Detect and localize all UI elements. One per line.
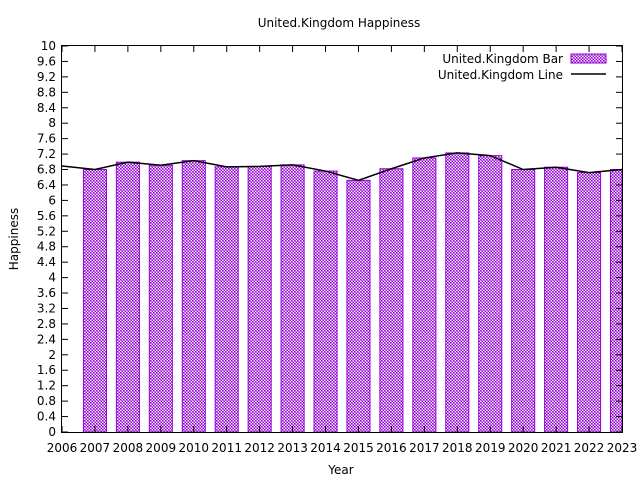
y-tick-label: 5.2 xyxy=(37,224,56,238)
bar-2016 xyxy=(379,168,404,433)
y-tick-label: 3.2 xyxy=(37,301,56,315)
x-axis-label: Year xyxy=(327,463,353,477)
x-tick-label: 2009 xyxy=(146,441,177,455)
x-axis-ticks: 2006 2007 2008 2009 2010 2011 2012 2013 2014 2015… xyxy=(47,46,638,455)
line-layer xyxy=(61,152,623,182)
legend-label-bar: United.Kingdom Bar xyxy=(442,52,563,66)
y-tick-label: 0.8 xyxy=(37,394,56,408)
y-tick-label: 0 xyxy=(48,425,56,439)
x-tick-label: 2016 xyxy=(376,441,407,455)
x-tick-label: 2014 xyxy=(310,441,341,455)
y-tick-label: 5.6 xyxy=(37,209,56,223)
y-tick-label: 2 xyxy=(48,348,56,362)
x-tick-label: 2008 xyxy=(113,441,144,455)
plot-frame xyxy=(61,45,623,433)
y-tick-label: 8.8 xyxy=(37,85,56,99)
legend-swatch-bar xyxy=(570,53,607,64)
y-tick-label: 6 xyxy=(48,193,56,207)
bar-2013 xyxy=(280,164,305,433)
x-tick-label: 2022 xyxy=(574,441,605,455)
bar-2012 xyxy=(247,165,272,433)
y-axis-label: Happiness xyxy=(7,208,21,270)
x-tick-label: 2011 xyxy=(211,441,242,455)
y-tick-label: 4.8 xyxy=(37,240,56,254)
x-tick-label: 2010 xyxy=(178,441,209,455)
bar-2007 xyxy=(82,169,107,433)
bar-2015 xyxy=(346,179,371,433)
x-tick-label: 2012 xyxy=(244,441,275,455)
bar-2021 xyxy=(544,166,569,433)
y-tick-label: 10 xyxy=(41,39,56,53)
y-tick-label: 8 xyxy=(48,116,56,130)
bar-2014 xyxy=(313,170,338,433)
bar-2010 xyxy=(181,160,206,433)
bars-layer xyxy=(82,152,623,433)
series-line xyxy=(61,152,623,182)
x-tick-label: 2007 xyxy=(80,441,111,455)
y-axis-ticks: 00.4 0.81.2 1.62 2.42.8 3.23.64 4.44.8 5.25.6 6… xyxy=(37,39,622,439)
x-tick-label: 2020 xyxy=(508,441,539,455)
legend-label-line: United.Kingdom Line xyxy=(438,68,563,82)
y-tick-label: 7.2 xyxy=(37,147,56,161)
y-tick-label: 4.4 xyxy=(37,255,56,269)
bar-2020 xyxy=(511,169,536,433)
bar-2009 xyxy=(148,164,173,433)
y-tick-label: 8.4 xyxy=(37,101,56,115)
bar-2023 xyxy=(609,169,623,433)
x-tick-label: 2023 xyxy=(607,441,638,455)
x-tick-label: 2021 xyxy=(541,441,572,455)
y-tick-label: 4 xyxy=(48,271,56,285)
bar-2017 xyxy=(412,157,437,433)
x-tick-label: 2006 xyxy=(47,441,78,455)
y-tick-label: 7.6 xyxy=(37,132,56,146)
x-tick-label: 2015 xyxy=(343,441,374,455)
x-tick-label: 2017 xyxy=(409,441,440,455)
bar-2011 xyxy=(214,166,239,433)
y-tick-label: 2.4 xyxy=(37,332,56,346)
y-tick-label: 6.4 xyxy=(37,178,56,192)
bar-2018 xyxy=(445,152,470,433)
x-tick-label: 2019 xyxy=(475,441,506,455)
y-tick-label: 1.6 xyxy=(37,363,56,377)
chart-title: United.Kingdom Happiness xyxy=(258,16,421,30)
y-tick-label: 3.6 xyxy=(37,286,56,300)
bar-2008 xyxy=(115,161,140,433)
x-tick-label: 2013 xyxy=(277,441,308,455)
y-tick-label: 2.8 xyxy=(37,317,56,331)
y-tick-label: 0.4 xyxy=(37,410,56,424)
legend: United.Kingdom Bar United.Kingdom Line xyxy=(438,52,607,82)
bar-2022 xyxy=(577,172,602,433)
bar-2019 xyxy=(478,155,503,433)
y-tick-label: 9.6 xyxy=(37,54,56,68)
x-tick-label: 2018 xyxy=(442,441,473,455)
y-tick-label: 9.2 xyxy=(37,70,56,84)
y-tick-label: 1.2 xyxy=(37,379,56,393)
y-tick-label: 6.8 xyxy=(37,163,56,177)
